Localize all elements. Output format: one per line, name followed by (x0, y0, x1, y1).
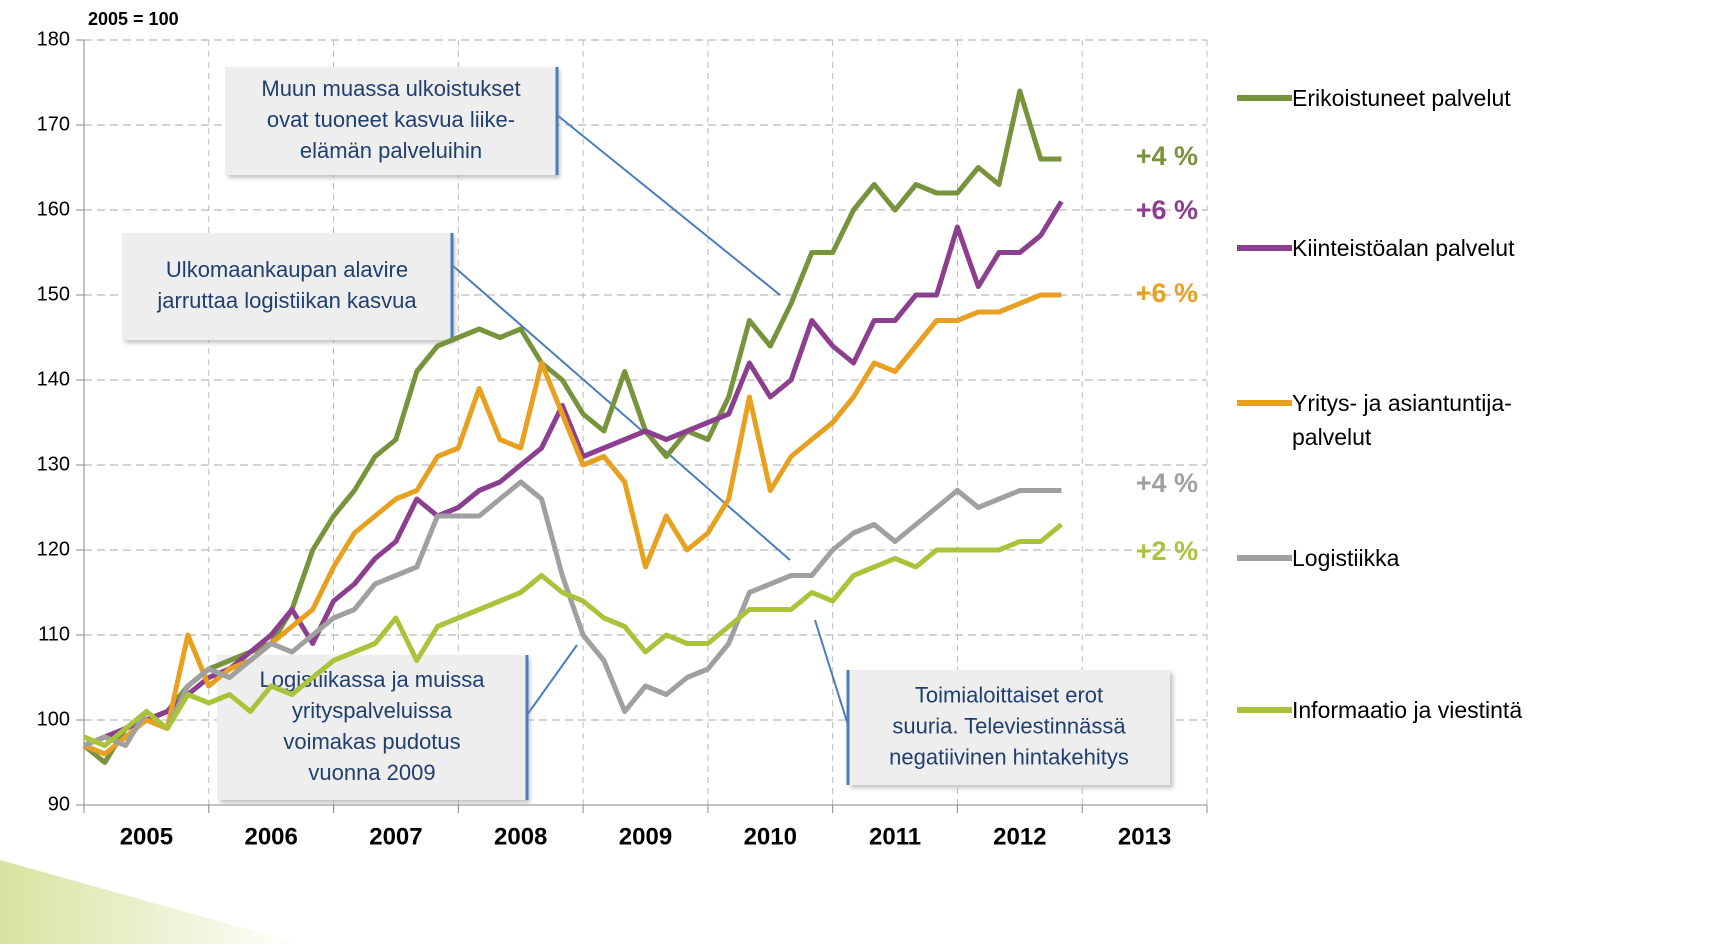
annotation-text: Logistiikassa ja muissa (260, 667, 486, 692)
annotation-pointer (451, 264, 791, 561)
end-label: +4 % (1136, 468, 1198, 498)
decoration (0, 860, 300, 944)
annotation-text: negatiivinen hintakehitys (889, 744, 1129, 769)
x-tick-label: 2006 (244, 823, 297, 850)
annotation-text: Toimialoittaiset erot (915, 682, 1103, 707)
annotation-box (217, 655, 527, 800)
annotation-pointer (814, 619, 849, 726)
end-label: +6 % (1136, 195, 1198, 225)
annotation-text: vuonna 2009 (308, 760, 435, 785)
legend-label: Logistiikka (1292, 545, 1400, 571)
annotation-box (225, 67, 557, 175)
y-tick-label: 90 (48, 793, 70, 815)
annotation-text: Ulkomaankaupan alavire (166, 257, 408, 282)
x-tick-label: 2009 (619, 823, 672, 850)
annotation-text: jarruttaa logistiikan kasvua (156, 288, 417, 313)
annotation-pointer (556, 114, 781, 296)
x-tick-label: 2010 (744, 823, 797, 850)
y-tick-label: 110 (38, 623, 70, 645)
series-line (83, 200, 1064, 748)
end-label: +2 % (1136, 536, 1198, 566)
y-tick-label: 100 (37, 708, 70, 730)
series-line (83, 479, 1062, 748)
x-tick-label: 2008 (494, 823, 547, 850)
x-tick-label: 2011 (869, 823, 921, 850)
annotation-text: elämän palveluihin (300, 138, 482, 163)
y-tick-label: 120 (37, 538, 70, 560)
y-axis-label: 2005 = 100 (88, 9, 179, 29)
annotation-text: voimakas pudotus (283, 729, 460, 754)
legend-label: Informaatio ja viestintä (1292, 697, 1523, 723)
y-tick-label: 160 (37, 198, 70, 220)
y-tick-label: 150 (37, 283, 70, 305)
annotation-box (848, 670, 1170, 785)
y-tick-label: 130 (37, 453, 70, 475)
legend-label: Erikoistuneet palvelut (1292, 85, 1511, 111)
annotation-box (122, 233, 452, 340)
x-tick-label: 2013 (1118, 823, 1171, 850)
legend-label: Yritys- ja asiantuntija-palvelut (1292, 390, 1512, 450)
x-tick-label: 2005 (120, 823, 173, 850)
y-tick-label: 140 (37, 368, 70, 390)
series-line (83, 522, 1063, 748)
annotation-text: suuria. Televiestinnässä (892, 713, 1126, 738)
annotation-pointer (526, 644, 578, 716)
end-label: +4 % (1136, 141, 1198, 171)
annotation-text: yrityspalveluissa (292, 698, 453, 723)
legend-label: Kiinteistöalan palvelut (1292, 235, 1515, 261)
y-tick-label: 170 (37, 113, 70, 135)
x-tick-label: 2012 (993, 823, 1046, 850)
annotation-text: ovat tuoneet kasvua liike- (267, 107, 515, 132)
y-tick-label: 180 (37, 28, 70, 50)
x-tick-label: 2007 (369, 823, 422, 850)
annotation-text: Muun muassa ulkoistukset (261, 76, 520, 101)
end-label: +6 % (1136, 278, 1198, 308)
